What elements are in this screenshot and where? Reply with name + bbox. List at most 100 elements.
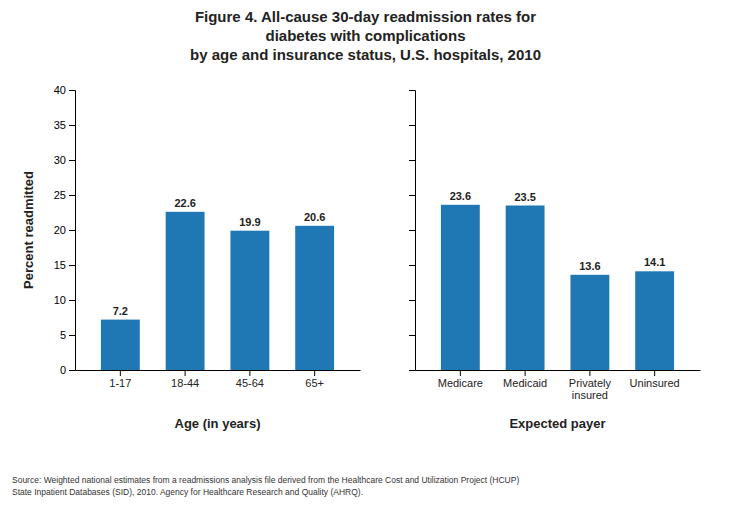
tick: 1-17 xyxy=(109,370,131,389)
tick-label: 18-44 xyxy=(171,377,199,389)
tick xyxy=(409,300,415,301)
tick-label: 30 xyxy=(54,154,66,166)
tick xyxy=(409,370,415,371)
tick-label: 20 xyxy=(54,224,66,236)
tick: 25 xyxy=(54,189,75,201)
tick-mark xyxy=(69,300,75,301)
tick-mark xyxy=(460,370,461,376)
chart: Figure 4. All-cause 30-day readmission r… xyxy=(0,0,731,509)
tick: 65+ xyxy=(305,370,324,389)
tick-label: 5 xyxy=(60,329,66,341)
tick-mark xyxy=(249,370,250,376)
axis-line xyxy=(416,370,701,371)
data-label: 7.2 xyxy=(113,305,128,317)
title-line: Figure 4. All-cause 30-day readmission r… xyxy=(195,8,536,25)
tick-mark xyxy=(69,160,75,161)
tick-label: Uninsured xyxy=(630,377,680,389)
tick-mark xyxy=(120,370,121,376)
tick-mark xyxy=(185,370,186,376)
panel: 23.623.513.614.1MedicareMedicaidPrivatel… xyxy=(409,91,701,432)
data-labels: 23.623.513.614.1 xyxy=(450,190,666,272)
tick xyxy=(409,160,415,161)
data-labels: 7.2 22.6 19.9 20.6 xyxy=(113,197,326,317)
tick-label-line: insured xyxy=(572,389,608,401)
data-label: 23.5 xyxy=(514,191,535,203)
x-axis: Medicare Medicaid Privatelyinsured Uninsure… xyxy=(416,370,701,401)
axis-line xyxy=(409,91,416,371)
title: Figure 4. All-cause 30-day readmission r… xyxy=(190,8,541,63)
tick-label-line: Uninsured xyxy=(630,377,680,389)
x-axis-title: Expected payer xyxy=(509,416,605,431)
tick-mark xyxy=(409,160,415,161)
data-label: 19.9 xyxy=(239,216,260,228)
tick-label-line: Medicare xyxy=(438,377,483,389)
tick-mark xyxy=(69,90,75,91)
annotation-line: State Inpatient Databases (SID), 2010. A… xyxy=(12,487,363,497)
tick: 5 xyxy=(60,329,75,341)
tick-mark xyxy=(409,230,415,231)
tick-mark xyxy=(409,370,415,371)
tick-mark xyxy=(409,90,415,91)
tick: 0 xyxy=(60,364,75,376)
tick-mark xyxy=(654,370,655,376)
data-label: 22.6 xyxy=(174,197,195,209)
tick-mark xyxy=(409,335,415,336)
bar xyxy=(166,212,205,370)
tick-label: 35 xyxy=(54,119,66,131)
tick: Uninsured xyxy=(630,370,680,389)
tick: Medicare xyxy=(438,370,483,389)
tick xyxy=(409,90,415,91)
tick xyxy=(409,125,415,126)
tick-label: Privatelyinsured xyxy=(569,377,612,402)
tick: 18-44 xyxy=(171,370,199,389)
tick-mark xyxy=(69,265,75,266)
tick-mark xyxy=(525,370,526,376)
bars xyxy=(441,205,674,370)
tick-label: 10 xyxy=(54,294,66,306)
tick-label-line: 65+ xyxy=(305,377,324,389)
tick-mark xyxy=(69,195,75,196)
bars xyxy=(101,212,334,370)
tick-mark xyxy=(69,230,75,231)
tick-label: Medicare xyxy=(438,377,483,389)
bar xyxy=(570,275,609,370)
tick-label: Medicaid xyxy=(503,377,547,389)
tick-label: 25 xyxy=(54,189,66,201)
title-line: by age and insurance status, U.S. hospit… xyxy=(190,46,541,63)
bar xyxy=(295,226,334,370)
bar xyxy=(230,231,269,370)
data-label: 20.6 xyxy=(304,211,325,223)
tick xyxy=(409,195,415,196)
tick-mark xyxy=(314,370,315,376)
tick-label-line: 18-44 xyxy=(171,377,199,389)
tick-label-line: Medicaid xyxy=(503,377,547,389)
tick-label: 40 xyxy=(54,84,66,96)
x-axis: 1-17 18-44 45-64 65+ xyxy=(76,370,361,389)
x-axis-title: Age (in years) xyxy=(175,416,261,431)
annotation: Source: Weighted national estimates from… xyxy=(12,475,519,497)
axis-line xyxy=(76,370,361,371)
bar xyxy=(101,320,140,370)
tick-label: 65+ xyxy=(305,377,324,389)
bar xyxy=(441,205,480,370)
bar xyxy=(506,206,545,371)
bar xyxy=(635,271,674,370)
y-axis: 0 5 10 15 20 25 30 35 40 xyxy=(54,84,76,376)
tick xyxy=(409,230,415,231)
tick-label-line: Privately xyxy=(569,377,612,389)
tick: 30 xyxy=(54,154,75,166)
tick: 40 xyxy=(54,84,75,96)
tick-label: 0 xyxy=(60,364,66,376)
tick-label: 45-64 xyxy=(236,377,264,389)
tick-label: 15 xyxy=(54,259,66,271)
title-line: diabetes with complications xyxy=(265,27,465,44)
data-label: 13.6 xyxy=(579,260,600,272)
data-label: 14.1 xyxy=(644,256,665,268)
tick xyxy=(409,265,415,266)
tick-label: 1-17 xyxy=(109,377,131,389)
tick: 35 xyxy=(54,119,75,131)
tick-mark xyxy=(409,125,415,126)
tick: 45-64 xyxy=(236,370,264,389)
y-axis xyxy=(409,91,416,371)
tick: 15 xyxy=(54,259,75,271)
